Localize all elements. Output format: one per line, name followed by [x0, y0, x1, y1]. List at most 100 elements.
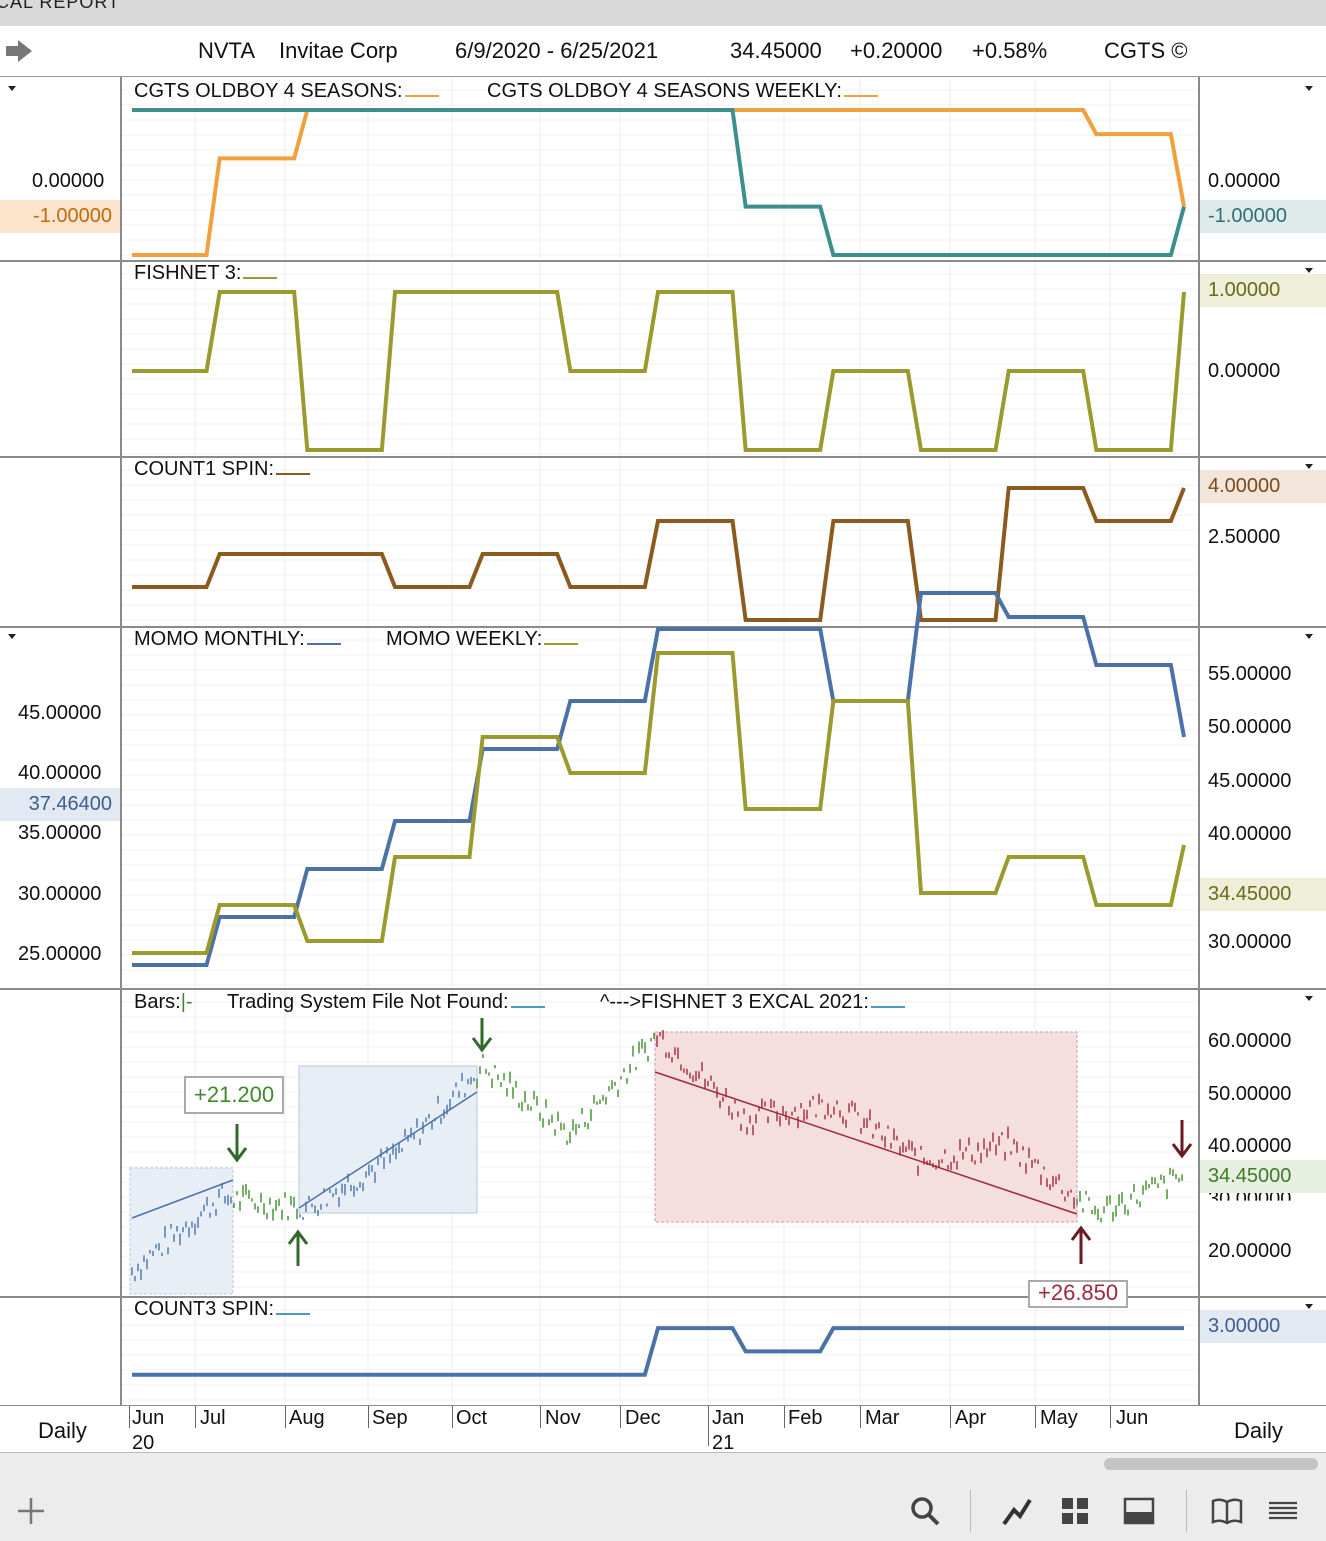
fishnet-excal-title: ^--->FISHNET 3 EXCAL 2021:	[600, 991, 905, 1014]
year-label: 21	[712, 1432, 735, 1454]
price-value-badge: 34.45000	[1200, 1160, 1326, 1193]
pane-menu-icon[interactable]	[1305, 86, 1313, 91]
navigate-arrow-icon[interactable]	[4, 38, 34, 64]
y-label: 2.50000	[1208, 526, 1281, 548]
signal-arrow-head	[1171, 1143, 1193, 1159]
time-axis[interactable]	[0, 1406, 1326, 1452]
trend-line	[131, 1179, 234, 1219]
count3-value-badge: 3.00000	[1200, 1310, 1326, 1343]
month-label: Feb	[788, 1407, 823, 1429]
month-label: Nov	[545, 1407, 581, 1429]
seasons-right-value-badge: -1.00000	[1200, 200, 1326, 233]
menu-icon[interactable]	[1266, 1494, 1300, 1528]
signal-arrow-head	[471, 1037, 493, 1053]
pane-menu-icon[interactable]	[1305, 268, 1313, 273]
trend-box	[654, 1031, 1078, 1223]
y-label: 40.00000	[18, 762, 102, 784]
count1-line	[132, 486, 1186, 622]
seasons-left-value-badge: -1.00000	[0, 200, 120, 233]
period-selector-right[interactable]: Daily	[1234, 1418, 1283, 1443]
month-label: Aug	[289, 1407, 325, 1429]
gain-label: +21.200	[184, 1076, 285, 1114]
pane-menu-icon[interactable]	[1305, 996, 1313, 1001]
price-pane-title: Bars:|-	[134, 991, 193, 1013]
search-icon[interactable]	[908, 1494, 942, 1528]
momo-left-value-badge: 37.46400	[0, 788, 120, 821]
y-label: 30.00000	[1208, 931, 1292, 953]
bottom-toolbar	[0, 1452, 1326, 1541]
pane-menu-icon[interactable]	[8, 634, 16, 639]
symbol: NVTA	[198, 38, 256, 63]
pane-divider[interactable]	[0, 260, 1326, 262]
y-label: 50.00000	[1208, 716, 1292, 738]
momo-monthly-title: MOMO MONTHLY:	[134, 628, 341, 651]
count1-value-badge: 4.00000	[1200, 470, 1326, 503]
loss-label: +26.850	[1028, 1280, 1129, 1308]
signal-arrow-head	[226, 1147, 248, 1163]
month-label: Jul	[200, 1407, 226, 1429]
window-title: CAL REPORT	[0, 0, 121, 12]
pane-menu-icon[interactable]	[1305, 1304, 1313, 1309]
momo-weekly-title: MOMO WEEKLY:	[386, 628, 579, 651]
y-label: 45.00000	[18, 702, 102, 724]
month-label: Oct	[456, 1407, 488, 1429]
pane-menu-icon[interactable]	[8, 86, 16, 91]
momo-right-value-badge: 34.45000	[1200, 878, 1326, 911]
y-label: 20.00000	[1208, 1240, 1292, 1262]
month-label: Jun	[1116, 1407, 1149, 1429]
fishnet-title: FISHNET 3:	[134, 262, 278, 285]
month-label: Sep	[372, 1407, 408, 1429]
y-label: 40.00000	[1208, 1135, 1292, 1157]
momo-weekly-line	[132, 651, 1186, 955]
count3-title: COUNT3 SPIN:	[134, 1298, 311, 1321]
month-label: May	[1040, 1407, 1078, 1429]
fishnet-value-badge: 1.00000	[1200, 274, 1326, 307]
seasons-title: CGTS OLDBOY 4 SEASONS:	[134, 80, 439, 103]
month-label: Dec	[625, 1407, 661, 1429]
draw-icon[interactable]	[1000, 1494, 1034, 1528]
signal-arrow-head	[287, 1229, 309, 1245]
month-label: Apr	[955, 1407, 987, 1429]
pane-divider[interactable]	[0, 456, 1326, 458]
fishnet-line	[132, 290, 1186, 452]
count1-title: COUNT1 SPIN:	[134, 458, 311, 481]
count3-line	[132, 1326, 1184, 1377]
horizontal-scrollbar[interactable]	[1104, 1458, 1318, 1470]
chart-header: NVTA Invitae Corp 6/9/2020 - 6/25/2021 3…	[0, 26, 1326, 77]
pane-divider[interactable]	[0, 988, 1326, 990]
year-label: 20	[132, 1432, 155, 1454]
y-label: 0.00000	[1208, 170, 1281, 192]
y-label: 40.00000	[1208, 823, 1292, 845]
brand-label: CGTS ©	[1104, 38, 1188, 63]
y-label: 25.00000	[18, 943, 102, 965]
pane-divider[interactable]	[0, 1296, 1326, 1298]
grid-icon[interactable]	[1058, 1494, 1092, 1528]
layout-icon[interactable]	[1122, 1494, 1156, 1528]
price-change: +0.20000	[850, 38, 943, 63]
time-axis-divider	[0, 1405, 1326, 1406]
signal-arrow-head	[1070, 1225, 1092, 1241]
seasons-weekly-line	[132, 108, 1186, 257]
last-price: 34.45000	[730, 38, 822, 63]
month-label: Jun	[132, 1407, 165, 1429]
y-label: 0.00000	[32, 170, 105, 192]
y-label: 60.00000	[1208, 1030, 1292, 1052]
add-icon[interactable]	[14, 1494, 48, 1528]
period-selector-left[interactable]: Daily	[38, 1418, 87, 1443]
price-change-pct: +0.58%	[972, 38, 1048, 63]
y-label: 50.00000	[1208, 1083, 1292, 1105]
momo-monthly-line	[132, 591, 1186, 967]
month-label: Mar	[865, 1407, 900, 1429]
y-label: 55.00000	[1208, 663, 1292, 685]
date-range: 6/9/2020 - 6/25/2021	[455, 38, 659, 63]
y-label: 30.00000	[18, 883, 102, 905]
book-icon[interactable]	[1210, 1494, 1244, 1528]
y-label: 0.00000	[1208, 360, 1281, 382]
y-label: 45.00000	[1208, 770, 1292, 792]
month-label: Jan	[712, 1407, 745, 1429]
pane-menu-icon[interactable]	[1305, 464, 1313, 469]
pane-menu-icon[interactable]	[1305, 634, 1313, 639]
trend-box	[129, 1167, 234, 1295]
trading-system-title: Trading System File Not Found:	[227, 991, 545, 1014]
